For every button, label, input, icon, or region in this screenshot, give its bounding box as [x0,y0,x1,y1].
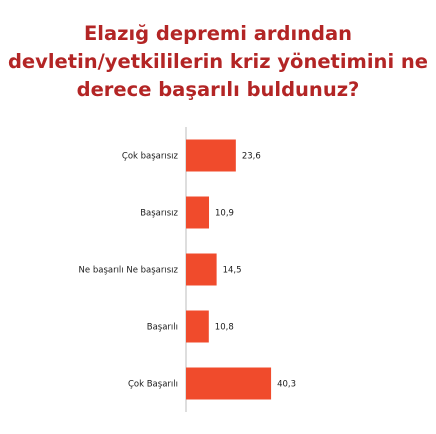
bar [186,196,210,229]
chart-title: Elazığ depremi ardından devletin/yetkili… [0,20,436,104]
value-label: 23,6 [242,152,261,162]
title-line-1: Elazığ depremi ardından [83,22,353,45]
bar [186,139,236,172]
value-label: 40,3 [277,380,296,390]
title-line-3: derece başarılı buldunuz? [76,78,360,101]
value-label: 10,9 [215,209,234,219]
bar [186,367,272,400]
value-label: 14,5 [223,266,242,276]
title-line-2: devletin/yetkililerin kriz yönetimini ne [7,50,429,73]
category-label: Başarılı [147,323,178,333]
category-label: Başarısız [140,209,178,219]
bar [186,310,209,343]
category-label: Ne başarılı Ne başarısız [79,266,179,276]
bar [186,253,217,286]
category-label: Çok Başarılı [128,380,178,390]
value-label: 10,8 [215,323,234,333]
category-label: Çok başarısız [122,152,179,162]
